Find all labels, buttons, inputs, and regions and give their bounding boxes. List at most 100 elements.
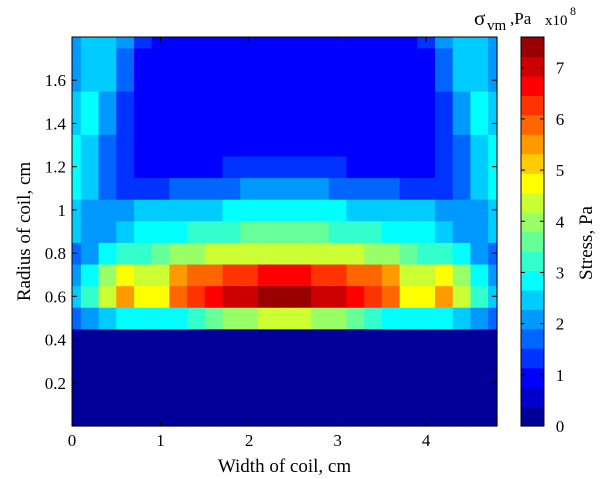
- heatmap-cell: [452, 134, 472, 157]
- heatmap-cell: [240, 307, 259, 330]
- heatmap-cell: [151, 177, 170, 200]
- heatmap-cell: [116, 307, 135, 330]
- heatmap-cell: [151, 37, 170, 49]
- heatmap-cell: [222, 47, 241, 71]
- heatmap-cell: [98, 155, 117, 179]
- heatmap-cell: [275, 155, 294, 179]
- heatmap-cell: [98, 242, 117, 265]
- heatmap-cell: [364, 415, 383, 427]
- heatmap-cell: [399, 47, 418, 71]
- heatmap-cell: [452, 371, 472, 395]
- heatmap-cell: [169, 155, 188, 179]
- colorbar-segment: [521, 134, 544, 155]
- heatmap-cell: [275, 177, 294, 200]
- heatmap-cell: [98, 263, 117, 287]
- heatmap-cell: [98, 285, 117, 308]
- heatmap-cell: [98, 91, 117, 114]
- heatmap-cell: [399, 350, 418, 373]
- heatmap-cell: [98, 199, 117, 222]
- heatmap-cell: [72, 263, 82, 287]
- heatmap-cell: [488, 134, 498, 157]
- heatmap-cell: [257, 177, 277, 200]
- heatmap-cell: [187, 242, 206, 265]
- heatmap-cell: [257, 47, 277, 71]
- heatmap-cell: [240, 112, 259, 135]
- heatmap-cell: [98, 415, 117, 427]
- heatmap-cell: [275, 220, 294, 243]
- heatmap-cell: [452, 155, 472, 179]
- heatmap-cell: [222, 199, 241, 222]
- heatmap-cell: [435, 91, 454, 114]
- heatmap-cell: [222, 371, 241, 395]
- heatmap-cell: [204, 134, 224, 157]
- heatmap-cell: [488, 393, 498, 416]
- heatmap-cell: [488, 350, 498, 373]
- heatmap-cell: [364, 350, 383, 373]
- heatmap-cell: [222, 263, 241, 287]
- heatmap-cell: [204, 263, 224, 287]
- heatmap-cell: [381, 91, 401, 114]
- y-tick-label: 0.2: [45, 374, 66, 393]
- heatmap-cell: [257, 393, 277, 416]
- heatmap-cell: [364, 220, 383, 243]
- heatmap-cell: [435, 177, 454, 200]
- heatmap-cell: [452, 91, 472, 114]
- heatmap-cell: [151, 199, 170, 222]
- heatmap-cell: [381, 112, 401, 135]
- heatmap-cell: [293, 393, 312, 416]
- heatmap-cell: [435, 220, 454, 243]
- heatmap-cell: [364, 242, 383, 265]
- heatmap-cell: [399, 37, 418, 49]
- heatmap-cell: [240, 199, 259, 222]
- colorbar-tick-label: 2: [556, 315, 565, 334]
- heatmap-cell: [240, 134, 259, 157]
- heatmap-cell: [151, 415, 170, 427]
- heatmap-cell: [80, 415, 100, 427]
- heatmap-cell: [72, 47, 82, 71]
- colorbar-segment: [521, 192, 544, 213]
- heatmap-cell: [169, 47, 188, 71]
- heatmap-cell: [98, 393, 117, 416]
- heatmap-cell: [80, 263, 100, 287]
- heatmap-cell: [116, 134, 135, 157]
- colorbar-segment: [521, 37, 544, 58]
- heatmap-cell: [452, 393, 472, 416]
- heatmap-cell: [275, 199, 294, 222]
- heatmap-cell: [133, 112, 153, 135]
- heatmap-cell: [346, 307, 365, 330]
- heatmap-cell: [222, 220, 241, 243]
- y-tick-label: 0.8: [45, 244, 66, 263]
- heatmap-cell: [80, 134, 100, 157]
- heatmap-cell: [346, 285, 365, 308]
- heatmap-cell: [169, 177, 188, 200]
- heatmap-cell: [381, 285, 401, 308]
- heatmap-cell: [293, 242, 312, 265]
- colorbar-tick-label: 7: [556, 59, 565, 78]
- heatmap-cell: [452, 47, 472, 71]
- heatmap-cell: [187, 177, 206, 200]
- heatmap-cell: [204, 393, 224, 416]
- heatmap-cell: [240, 220, 259, 243]
- heatmap-cell: [293, 350, 312, 373]
- heatmap-cell: [399, 155, 418, 179]
- heatmap-cell: [293, 199, 312, 222]
- heatmap-cell: [452, 199, 472, 222]
- heatmap-cell: [116, 177, 135, 200]
- heatmap-cell: [116, 350, 135, 373]
- heatmap-cell: [133, 177, 153, 200]
- heatmap-cell: [133, 242, 153, 265]
- heatmap-cell: [488, 220, 498, 243]
- heatmap-cell: [311, 285, 330, 308]
- heatmap-cell: [169, 37, 188, 49]
- heatmap-cell: [328, 220, 348, 243]
- heatmap-cell: [435, 328, 454, 351]
- heatmap-cell: [187, 37, 206, 49]
- heatmap-cell: [169, 199, 188, 222]
- heatmap-cell: [381, 350, 401, 373]
- heatmap-cell: [417, 371, 436, 395]
- heatmap-cell: [311, 134, 330, 157]
- heatmap-cell: [98, 47, 117, 71]
- heatmap-cell: [293, 220, 312, 243]
- heatmap-cell: [151, 69, 170, 92]
- heatmap-cell: [364, 47, 383, 71]
